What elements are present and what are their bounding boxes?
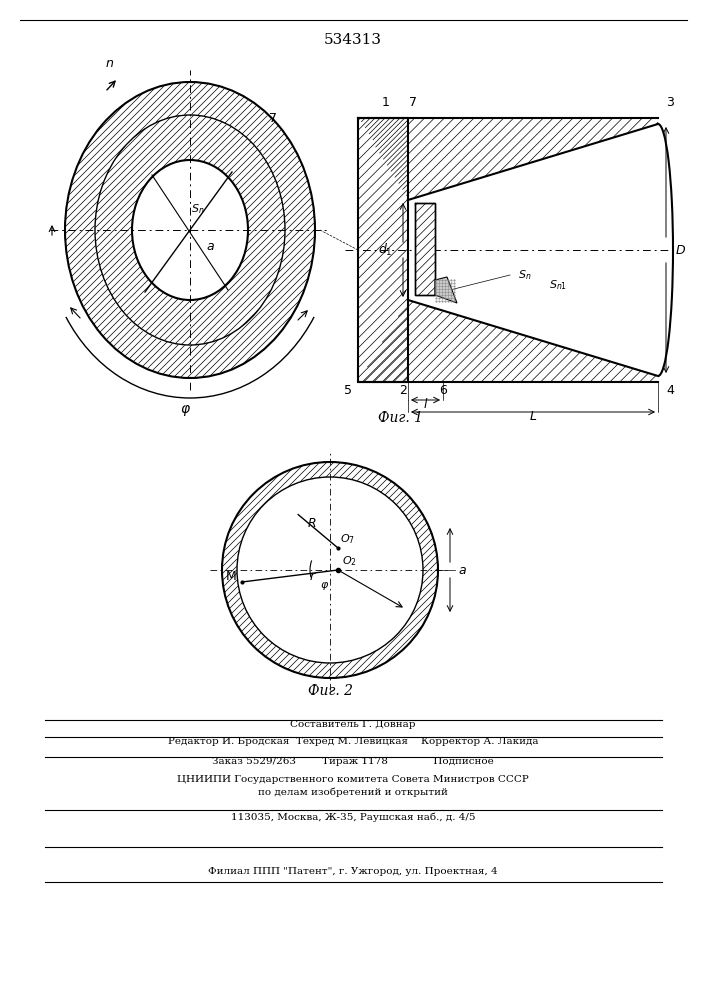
Text: 7: 7	[269, 112, 277, 125]
Ellipse shape	[132, 160, 248, 300]
Text: 3: 3	[666, 96, 674, 109]
Text: a: a	[458, 564, 466, 576]
Text: по делам изобретений и открытий: по делам изобретений и открытий	[258, 788, 448, 797]
Text: φ: φ	[320, 580, 327, 590]
Text: 1: 1	[382, 96, 390, 109]
Polygon shape	[408, 124, 658, 376]
Polygon shape	[358, 118, 658, 200]
Text: D: D	[676, 243, 686, 256]
Text: L: L	[530, 410, 537, 423]
Text: 7: 7	[409, 96, 417, 109]
Text: $S_n$: $S_n$	[518, 268, 532, 282]
Polygon shape	[415, 203, 435, 295]
Text: $S_n$: $S_n$	[192, 202, 205, 216]
Circle shape	[220, 460, 440, 680]
Text: $O_2$: $O_2$	[342, 554, 357, 568]
Text: Заказ 5529/263        Тираж 1178              Подписное: Заказ 5529/263 Тираж 1178 Подписное	[212, 757, 494, 766]
Text: Составитель Г. Довнар: Составитель Г. Довнар	[291, 720, 416, 729]
Text: 5: 5	[344, 384, 352, 397]
Text: 6: 6	[439, 384, 447, 397]
Polygon shape	[435, 277, 457, 303]
Text: φ: φ	[180, 402, 189, 416]
Polygon shape	[358, 118, 408, 382]
Polygon shape	[358, 300, 658, 382]
Text: Филиал ППП "Патент", г. Ужгород, ул. Проектная, 4: Филиал ППП "Патент", г. Ужгород, ул. Про…	[208, 867, 498, 876]
Ellipse shape	[65, 82, 315, 378]
Text: Редактор И. Бродская  Техред М. Левицкая    Корректор А. Лакида: Редактор И. Бродская Техред М. Левицкая …	[168, 737, 538, 746]
Text: $S_{n1}$: $S_{n1}$	[549, 278, 567, 292]
Text: $O_7$: $O_7$	[340, 532, 355, 546]
Text: ЦНИИПИ Государственного комитета Совета Министров СССР: ЦНИИПИ Государственного комитета Совета …	[177, 775, 529, 784]
Text: β: β	[585, 234, 595, 248]
Text: d: d	[457, 236, 464, 246]
Text: 2: 2	[399, 384, 407, 397]
Text: Фиг. 1: Фиг. 1	[378, 411, 423, 425]
Text: Фиг. 2: Фиг. 2	[308, 684, 353, 698]
Text: n: n	[106, 57, 114, 70]
Text: $d_1$: $d_1$	[378, 242, 393, 258]
Text: 113035, Москва, Ж-35, Раушская наб., д. 4/5: 113035, Москва, Ж-35, Раушская наб., д. …	[230, 812, 475, 822]
Text: r: r	[310, 570, 315, 583]
Text: a: a	[206, 240, 214, 253]
Circle shape	[238, 478, 422, 662]
Text: R: R	[308, 517, 317, 530]
Text: 534313: 534313	[324, 33, 382, 47]
Text: l: l	[423, 398, 427, 411]
Text: M: M	[226, 570, 237, 583]
Text: 4: 4	[666, 384, 674, 397]
